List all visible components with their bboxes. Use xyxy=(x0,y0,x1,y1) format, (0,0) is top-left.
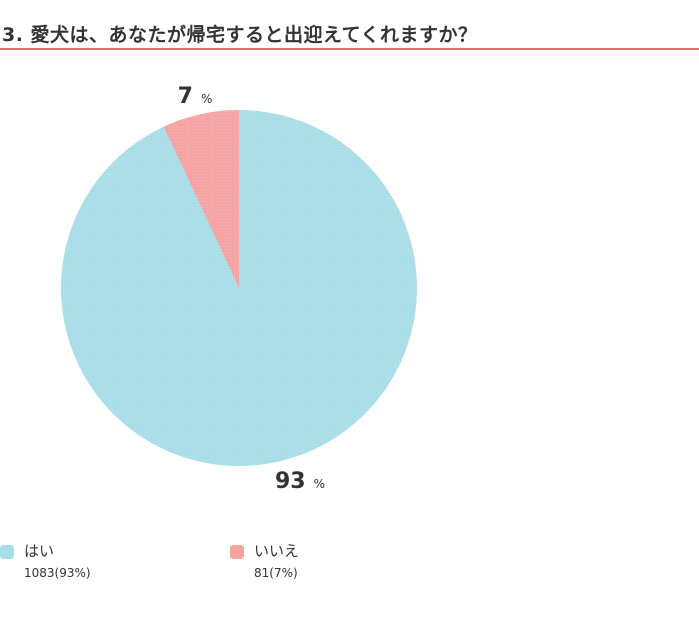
pie-label-yes: 93% xyxy=(275,469,325,494)
legend-count-no: 81(7%) xyxy=(254,566,298,580)
pie-slice-texture-no xyxy=(163,109,239,288)
legend-swatch-no xyxy=(230,545,244,559)
pie-chart: 93 % 7% xyxy=(60,84,417,494)
pie-label-no: 7% xyxy=(178,84,213,109)
chart-legend: はい 1083(93%) いいえ 81(7%) xyxy=(0,540,699,600)
legend-label-no: いいえ xyxy=(254,542,300,560)
pie-slice-texture-yes xyxy=(60,110,417,467)
question-title: 3. 愛犬は、あなたが帰宅すると出迎えてくれますか？ xyxy=(2,24,478,46)
legend-label-yes: はい xyxy=(24,542,55,560)
legend-count-yes: 1083(93%) xyxy=(24,566,91,580)
legend-swatch-yes xyxy=(0,545,14,559)
title-divider xyxy=(0,48,699,50)
